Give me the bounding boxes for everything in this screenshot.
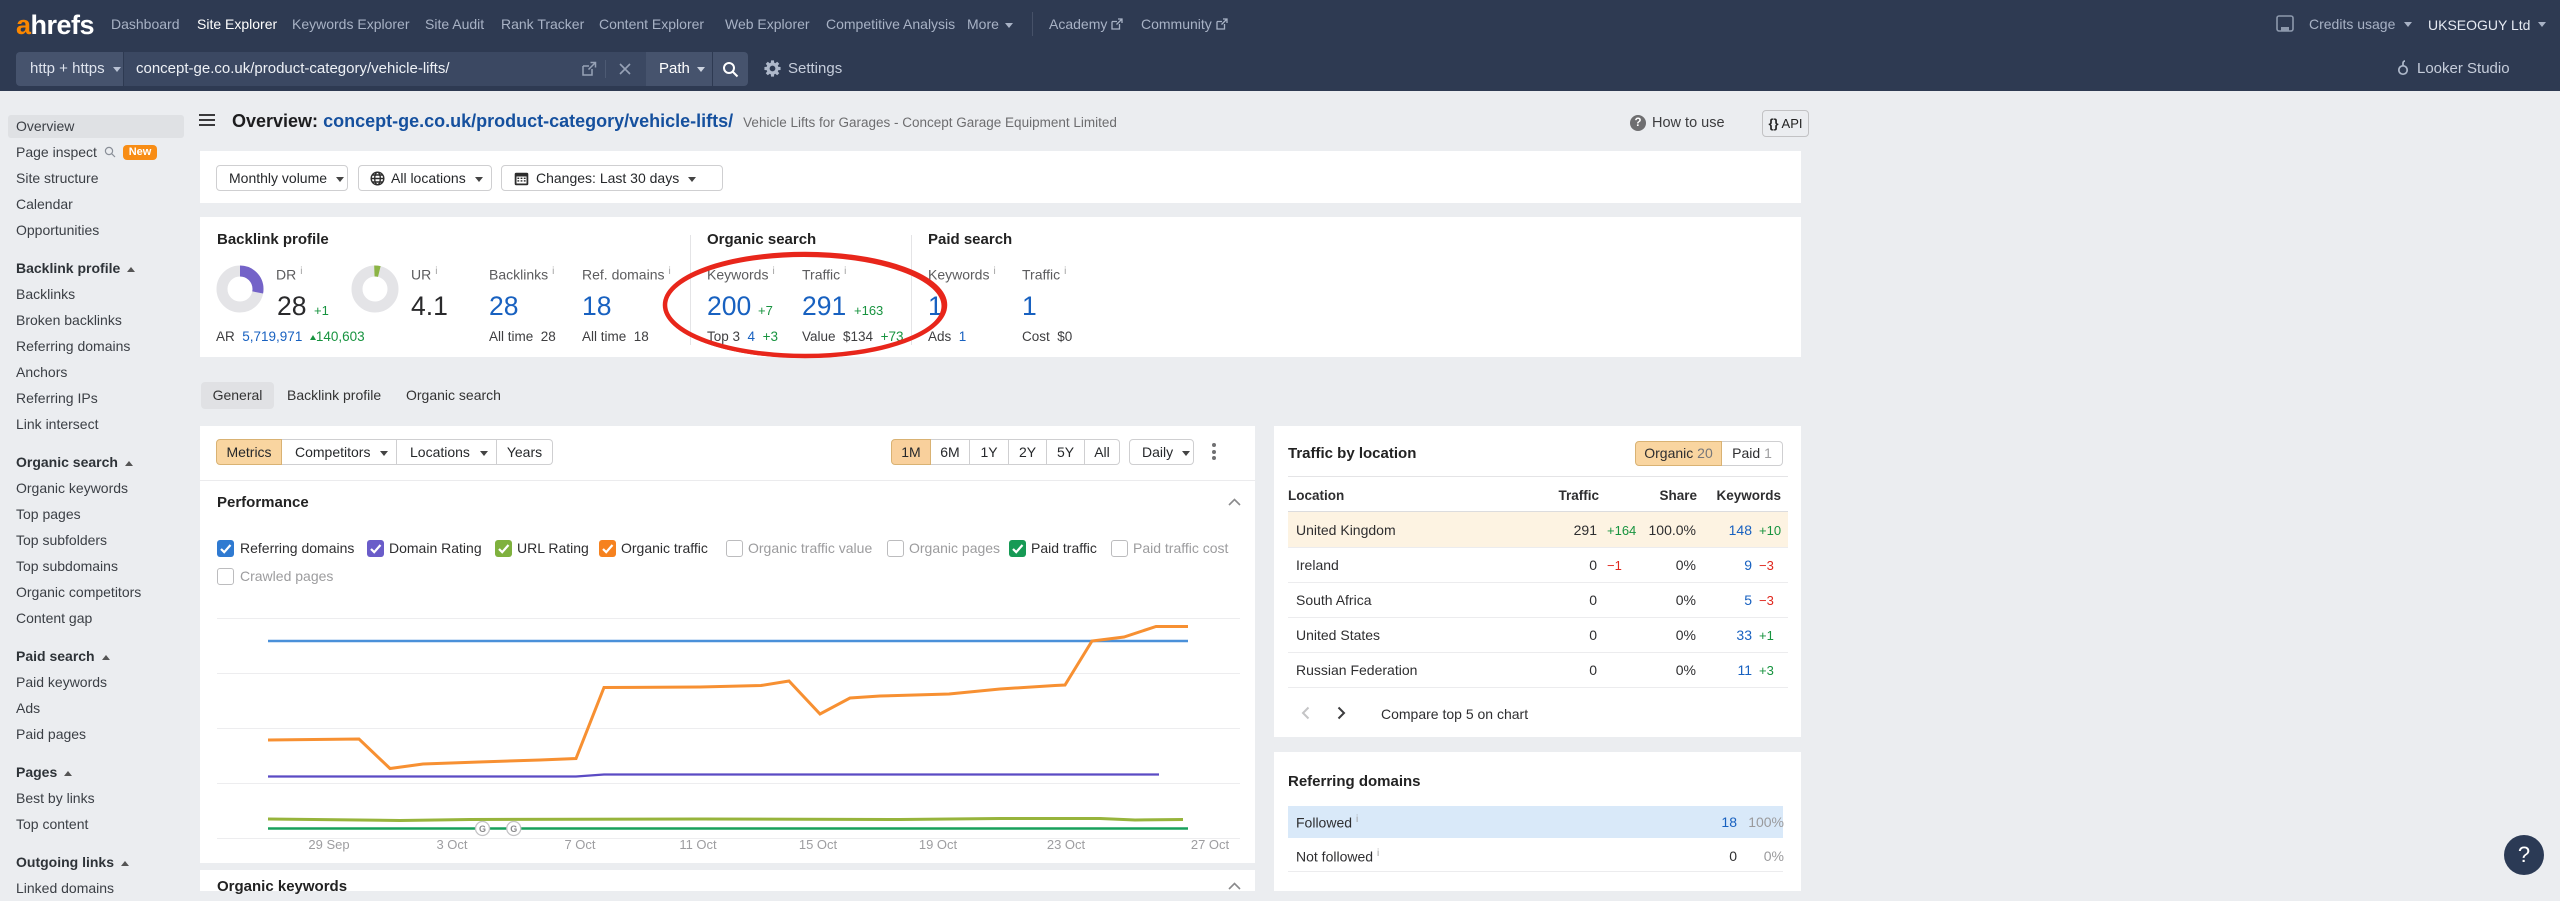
svg-text:19 Oct: 19 Oct (919, 837, 958, 852)
svg-text:7 Oct: 7 Oct (564, 837, 595, 852)
svg-text:3 Oct: 3 Oct (436, 837, 467, 852)
svg-text:G: G (510, 824, 517, 834)
svg-text:11 Oct: 11 Oct (679, 837, 717, 852)
svg-text:15 Oct: 15 Oct (799, 837, 838, 852)
svg-text:G: G (479, 824, 486, 834)
svg-text:29 Sep: 29 Sep (308, 837, 349, 852)
svg-text:27 Oct: 27 Oct (1191, 837, 1230, 852)
svg-text:23 Oct: 23 Oct (1047, 837, 1086, 852)
